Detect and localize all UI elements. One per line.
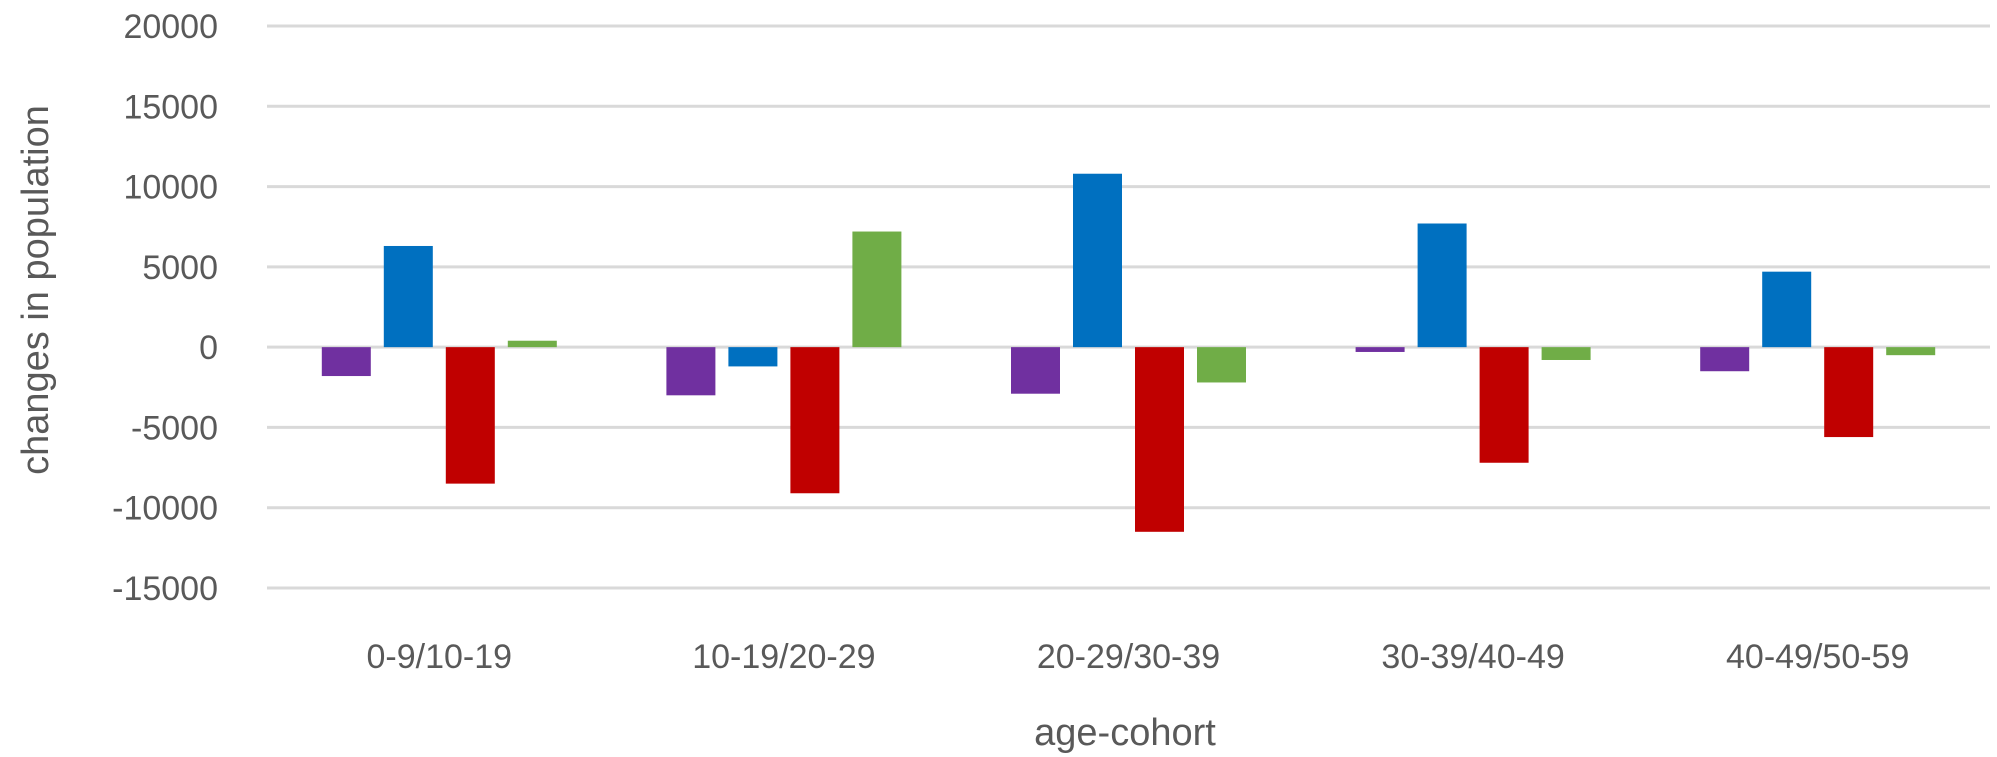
- bar: [1479, 347, 1529, 463]
- bar: [1073, 173, 1122, 348]
- x-tick-label: 40-49/50-59: [1726, 638, 1909, 676]
- x-axis-tick-labels: 0-9/10-19 10-19/20-29 20-29/30-39 30-39/40-…: [367, 638, 1910, 676]
- bar: [1197, 347, 1246, 383]
- bar: [507, 340, 557, 348]
- bar: [445, 347, 495, 484]
- bar: [1011, 347, 1060, 394]
- y-tick-label: -5000: [131, 409, 218, 447]
- bar: [1541, 347, 1591, 360]
- x-tick-label: 30-39/40-49: [1381, 638, 1564, 676]
- x-tick-label: 0-9/10-19: [367, 638, 513, 676]
- bar: [1700, 347, 1750, 372]
- x-tick-label: 10-19/20-29: [692, 638, 875, 676]
- y-axis-title: changes in population: [15, 105, 57, 475]
- bar: [1824, 347, 1874, 438]
- bar: [852, 231, 902, 348]
- bar: [1135, 347, 1184, 532]
- bar: [1417, 223, 1467, 348]
- bar: [666, 347, 716, 396]
- bars: [321, 173, 1936, 532]
- bar: [1886, 347, 1936, 356]
- bar: [790, 347, 840, 494]
- x-axis-title: age-cohort: [1034, 712, 1216, 754]
- y-tick-label: -10000: [112, 490, 218, 528]
- y-tick-label: 5000: [142, 249, 218, 287]
- y-axis-tick-labels: 20000 15000 10000 5000 0 -5000 -10000 -15000: [112, 8, 218, 608]
- bar: [321, 347, 371, 377]
- bar: [728, 347, 778, 367]
- y-tick-label: 15000: [123, 88, 218, 126]
- y-tick-label: 20000: [123, 8, 218, 46]
- bar: [1762, 271, 1812, 348]
- y-tick-label: 0: [199, 329, 218, 367]
- y-tick-label: -15000: [112, 570, 218, 608]
- bar: [1355, 347, 1405, 352]
- gridlines: [267, 24, 1990, 590]
- x-tick-label: 20-29/30-39: [1037, 638, 1220, 676]
- y-tick-label: 10000: [123, 169, 218, 207]
- bar: [383, 245, 433, 348]
